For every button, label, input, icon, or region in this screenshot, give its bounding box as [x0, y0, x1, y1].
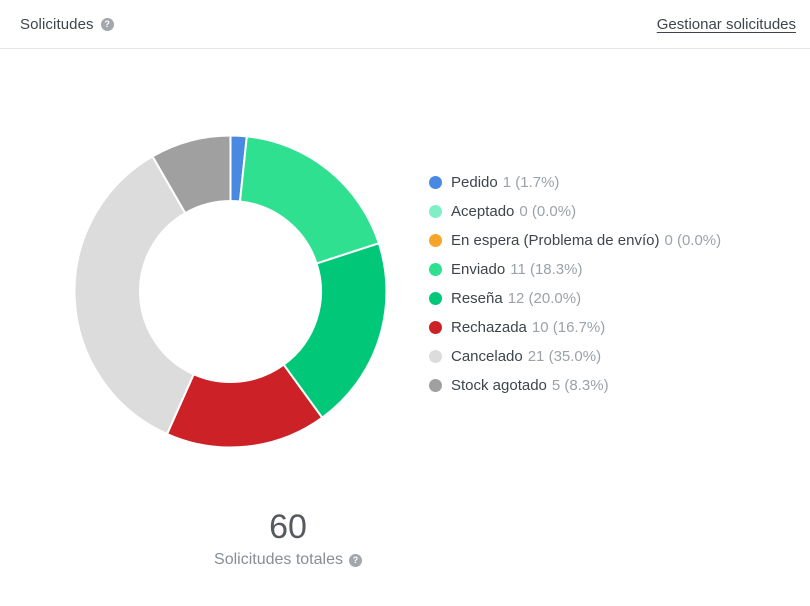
donut-segment-cancelado[interactable]: [73, 155, 196, 436]
legend-label: En espera (Problema de envío): [451, 232, 660, 249]
help-icon[interactable]: ?: [348, 553, 362, 567]
legend-label: Cancelado: [451, 348, 523, 365]
panel-header: Solicitudes ? Gestionar solicitudes: [0, 0, 810, 49]
total-number: 60: [269, 508, 307, 546]
legend-value: 12 (20.0%): [507, 290, 582, 307]
legend-value: 21 (35.0%): [527, 348, 602, 365]
chart-legend: Pedido 1 (1.7%) Aceptado 0 (0.0%) En espera …: [429, 168, 721, 400]
legend-item: Pedido 1 (1.7%): [429, 168, 721, 197]
page-title: Solicitudes: [20, 15, 94, 33]
help-icon[interactable]: ?: [100, 17, 114, 31]
legend-label: Stock agotado: [451, 377, 547, 394]
panel-header-left: Solicitudes ?: [20, 16, 114, 33]
legend-dot: [429, 176, 442, 189]
legend-value: 0 (0.0%): [519, 203, 577, 220]
total-label: Solicitudes totales: [214, 551, 343, 568]
total-label-row: Solicitudes totales ?: [88, 551, 488, 569]
legend-label: Reseña: [451, 290, 503, 307]
legend-value: 1 (1.7%): [502, 174, 560, 191]
legend-dot: [429, 321, 442, 334]
donut-segment-stock-agotado[interactable]: [151, 134, 232, 215]
legend-dot: [429, 205, 442, 218]
legend-item: En espera (Problema de envío) 0 (0.0%): [429, 226, 721, 255]
legend-item: Cancelado 21 (35.0%): [429, 342, 721, 371]
legend-label: Aceptado: [451, 203, 515, 220]
manage-requests-link[interactable]: Gestionar solicitudes: [656, 15, 796, 33]
totals-block: 60 Solicitudes totales ?: [88, 510, 488, 569]
legend-dot: [429, 234, 442, 247]
donut-chart-area: [72, 133, 389, 450]
legend-value: 10 (16.7%): [531, 319, 606, 336]
legend-value: 11 (18.3%): [510, 261, 583, 278]
legend-dot: [429, 292, 442, 305]
legend-item: Reseña 12 (20.0%): [429, 284, 721, 313]
legend-item: Enviado 11 (18.3%): [429, 255, 721, 284]
legend-label: Pedido: [451, 174, 498, 191]
donut-chart[interactable]: [72, 133, 389, 450]
legend-dot: [429, 350, 442, 363]
legend-value: 0 (0.0%): [664, 232, 722, 249]
legend-value: 5 (8.3%): [551, 377, 609, 394]
legend-item: Aceptado 0 (0.0%): [429, 197, 721, 226]
legend-dot: [429, 263, 442, 276]
legend-item: Stock agotado 5 (8.3%): [429, 371, 721, 400]
legend-dot: [429, 379, 442, 392]
donut-segment-enviado[interactable]: [238, 135, 381, 265]
legend-item: Rechazada 10 (16.7%): [429, 313, 721, 342]
legend-label: Rechazada: [451, 319, 527, 336]
legend-label: Enviado: [451, 261, 506, 278]
